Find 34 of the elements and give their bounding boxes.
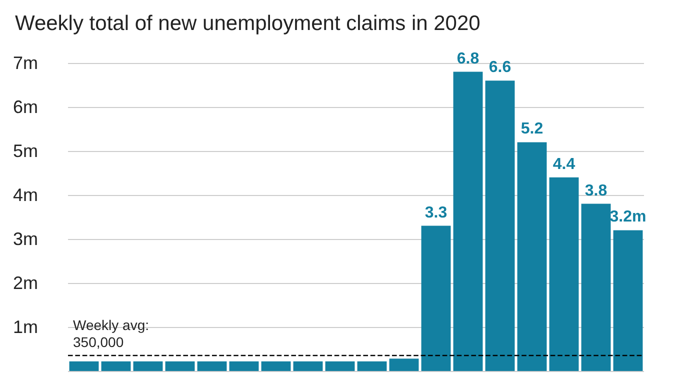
- y-tick-label: 1m: [12, 317, 38, 337]
- data-label: 3.2m: [610, 208, 646, 226]
- bar: [453, 72, 483, 371]
- y-tick-label: 6m: [12, 97, 38, 117]
- bar: [581, 204, 611, 371]
- y-tick-label: 3m: [12, 229, 38, 249]
- bar: [229, 361, 259, 371]
- y-tick-label: 5m: [12, 141, 38, 161]
- bar: [261, 361, 291, 371]
- bar: [325, 361, 355, 371]
- bar: [613, 230, 643, 371]
- bar: [165, 361, 195, 371]
- bar: [133, 361, 163, 371]
- data-label: 6.8: [456, 50, 480, 68]
- bar: [421, 226, 451, 371]
- bar: [485, 80, 515, 371]
- y-tick-label: 4m: [12, 185, 38, 205]
- bar: [101, 361, 131, 371]
- bar: [389, 358, 419, 371]
- data-label: 3.3: [424, 204, 448, 222]
- data-label: 6.6: [488, 59, 512, 76]
- data-label: 5.2: [520, 120, 544, 138]
- bar: [357, 361, 387, 371]
- bar: [293, 361, 323, 371]
- bar: [549, 177, 579, 371]
- bar: [517, 142, 547, 371]
- ref-line-label: Weekly avg: 350,000: [73, 317, 149, 350]
- bar: [69, 361, 99, 371]
- y-tick-label: 2m: [12, 273, 38, 293]
- chart-title: Weekly total of new unemployment claims in 2020: [15, 12, 480, 35]
- data-label: 4.4: [552, 156, 576, 173]
- bar: [197, 361, 227, 371]
- data-label: 3.8: [584, 182, 608, 200]
- y-tick-label: 7m: [12, 53, 38, 73]
